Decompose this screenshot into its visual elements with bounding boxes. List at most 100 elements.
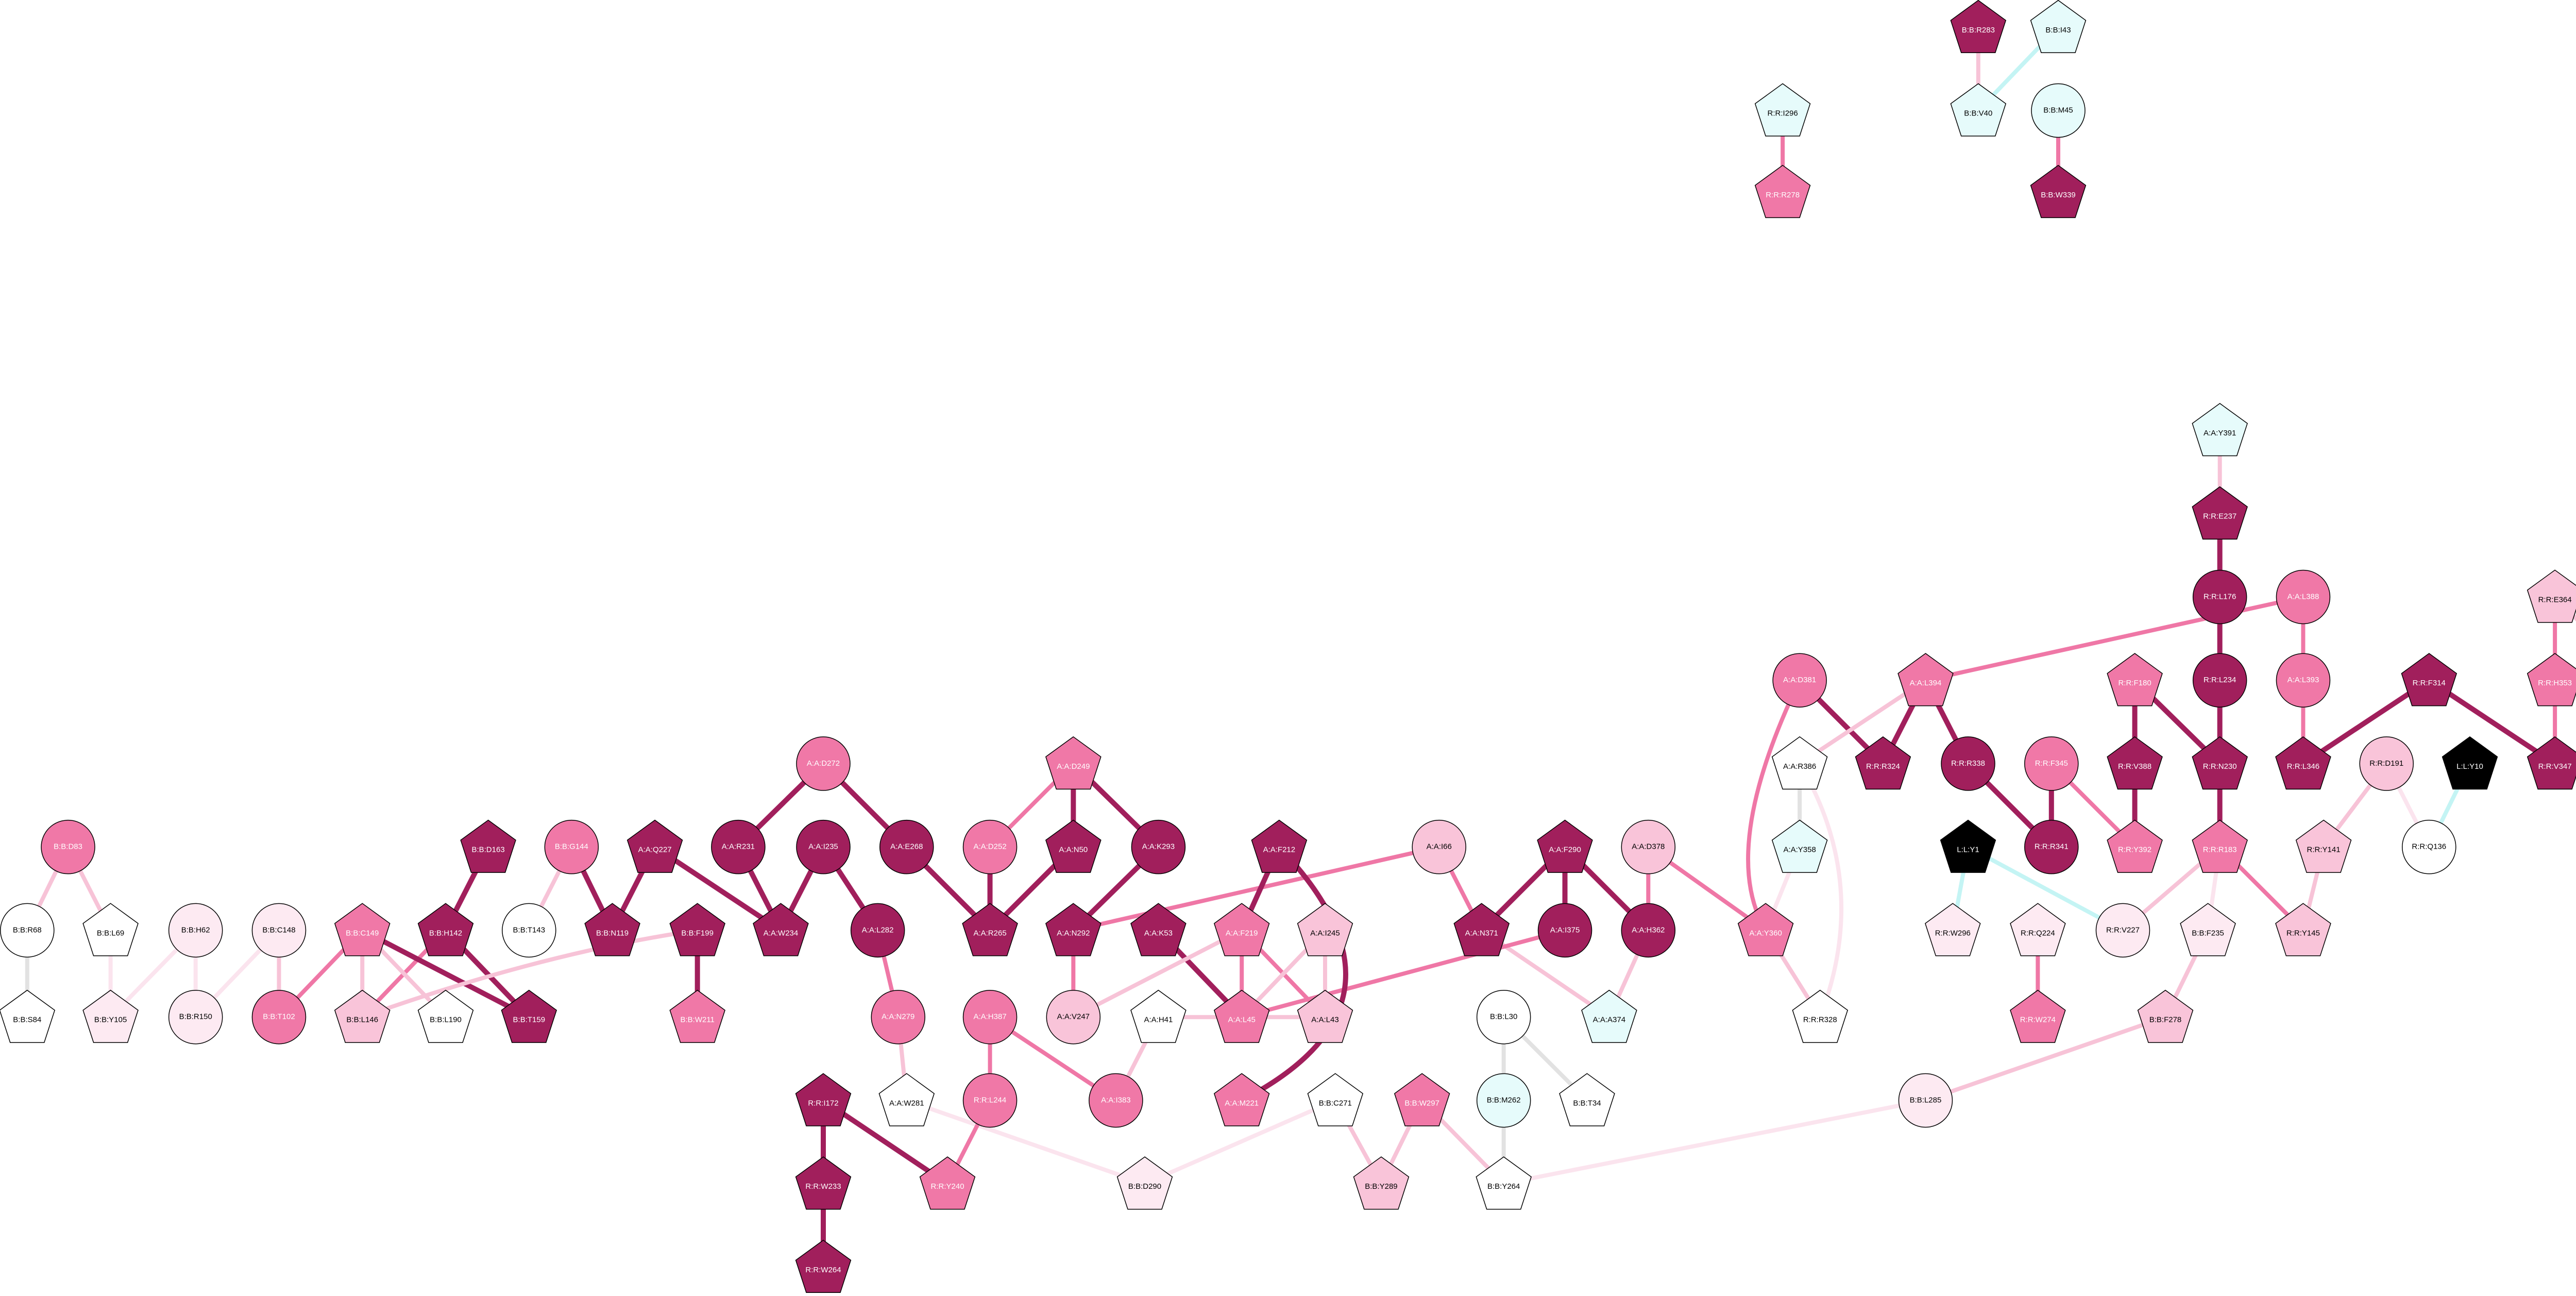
node-label: B:B:I43 — [2045, 26, 2071, 35]
node-label: R:R:F314 — [2413, 679, 2446, 687]
node-pentagon — [1950, 0, 2007, 53]
node-label: A:A:Y391 — [2204, 429, 2236, 437]
node: R:R:L244 — [962, 1073, 1018, 1128]
node-pentagon — [1771, 736, 1828, 790]
node-label: A:A:L393 — [2287, 676, 2319, 684]
node: B:B:T159 — [501, 989, 557, 1043]
node: A:A:F219 — [1213, 903, 1270, 956]
node-pentagon — [2010, 903, 2066, 956]
node-pentagon — [2030, 0, 2087, 53]
node-label: R:R:L176 — [2204, 592, 2236, 601]
node-label: R:R:V388 — [2118, 762, 2151, 771]
node-label: R:R:W264 — [805, 1266, 841, 1274]
node-pentagon — [795, 1239, 852, 1293]
node-pentagon — [1771, 819, 1828, 873]
edge — [1503, 1098, 1926, 1186]
node-label: R:R:Y141 — [2307, 846, 2341, 854]
node-label: A:A:D378 — [1632, 843, 1665, 851]
node-pentagon — [1130, 903, 1187, 956]
node-circle — [1537, 903, 1592, 958]
node: R:R:R324 — [1855, 736, 1911, 790]
node: B:B:C148 — [251, 903, 307, 958]
node: R:R:Y392 — [2107, 819, 2163, 873]
node: R:R:R338 — [1941, 736, 1995, 791]
node-pentagon — [2107, 736, 2163, 790]
node-label: A:A:L45 — [1228, 1016, 1256, 1024]
node-label: B:B:V40 — [1964, 109, 1992, 118]
node-pentagon — [82, 903, 139, 956]
node: B:B:T34 — [1559, 1073, 1615, 1126]
node-label: R:R:R328 — [1803, 1016, 1837, 1024]
node-circle — [2192, 653, 2247, 708]
node-label: B:B:W211 — [680, 1016, 714, 1024]
node-label: A:A:Q227 — [638, 846, 672, 854]
node-pentagon — [1754, 164, 1811, 218]
node-label: B:B:D163 — [471, 846, 504, 854]
node: B:B:L69 — [82, 903, 139, 956]
node: A:A:L393 — [2276, 653, 2331, 708]
node-label: B:B:Y264 — [1487, 1182, 1520, 1191]
node-circle — [1621, 903, 1676, 958]
node-circle — [251, 903, 307, 958]
node: B:B:R283 — [1950, 0, 2007, 53]
node: B:B:I43 — [2030, 0, 2087, 53]
node: R:R:E364 — [2527, 569, 2576, 623]
node-pentagon — [626, 819, 683, 873]
node-label: A:A:F219 — [1226, 929, 1258, 937]
node-label: A:A:E268 — [890, 843, 923, 851]
node-label: B:B:R150 — [179, 1013, 212, 1021]
node-circle — [796, 819, 851, 874]
node-circle — [2402, 819, 2456, 874]
node: A:A:I235 — [796, 819, 851, 874]
node-pentagon — [962, 903, 1018, 956]
node: A:A:K293 — [1131, 819, 1186, 874]
node: A:A:N292 — [1045, 903, 1101, 956]
node: A:A:Y391 — [2192, 402, 2248, 457]
node-pentagon — [1213, 989, 1270, 1043]
node-pentagon — [2295, 819, 2352, 873]
node: B:B:N119 — [584, 903, 640, 956]
node-label: A:A:K293 — [1142, 843, 1175, 851]
node-pentagon — [1476, 1156, 1532, 1210]
node: A:A:I245 — [1297, 903, 1353, 956]
node: B:B:C149 — [334, 903, 391, 956]
node: B:B:D163 — [460, 819, 516, 873]
node-pentagon — [2010, 989, 2066, 1043]
edge — [1746, 679, 1802, 932]
node-circle — [850, 903, 905, 958]
node-label: B:B:R68 — [13, 925, 42, 934]
node-pentagon — [2180, 903, 2236, 956]
node: B:B:Y289 — [1353, 1156, 1410, 1210]
node-label: A:A:I375 — [1550, 925, 1580, 934]
node: B:B:F278 — [2137, 989, 2194, 1043]
node: A:A:R386 — [1771, 736, 1828, 790]
node: R:R:V388 — [2107, 736, 2163, 790]
node: R:R:R278 — [1754, 164, 1811, 218]
node: B:B:F199 — [669, 903, 725, 956]
node-label: B:B:D290 — [1128, 1182, 1161, 1191]
node: B:B:V40 — [1950, 83, 2007, 137]
node-label: A:A:D249 — [1057, 762, 1090, 771]
node-circle — [962, 989, 1018, 1045]
edges — [25, 26, 2576, 1267]
edge — [1798, 762, 1844, 1018]
node: A:A:D378 — [1621, 819, 1676, 874]
node-pentagon — [334, 989, 391, 1043]
node-pentagon — [1213, 903, 1270, 956]
node: A:A:Y358 — [1771, 819, 1828, 873]
node-pentagon — [1045, 903, 1101, 956]
node-label: B:B:G144 — [555, 843, 588, 851]
node-pentagon — [1213, 1073, 1270, 1126]
node: B:B:T143 — [502, 903, 556, 958]
node-pentagon — [1925, 903, 1981, 956]
node: R:R:L346 — [2275, 736, 2331, 790]
node-circle — [796, 736, 851, 791]
node-pentagon — [1581, 989, 1637, 1043]
node: A:A:W234 — [753, 903, 809, 956]
node-pentagon — [2192, 736, 2248, 790]
node-circle — [2192, 569, 2247, 625]
node-label: R:R:V227 — [2106, 925, 2140, 934]
node-circle — [962, 819, 1018, 874]
node: A:A:D252 — [962, 819, 1018, 874]
node-pentagon — [334, 903, 391, 956]
